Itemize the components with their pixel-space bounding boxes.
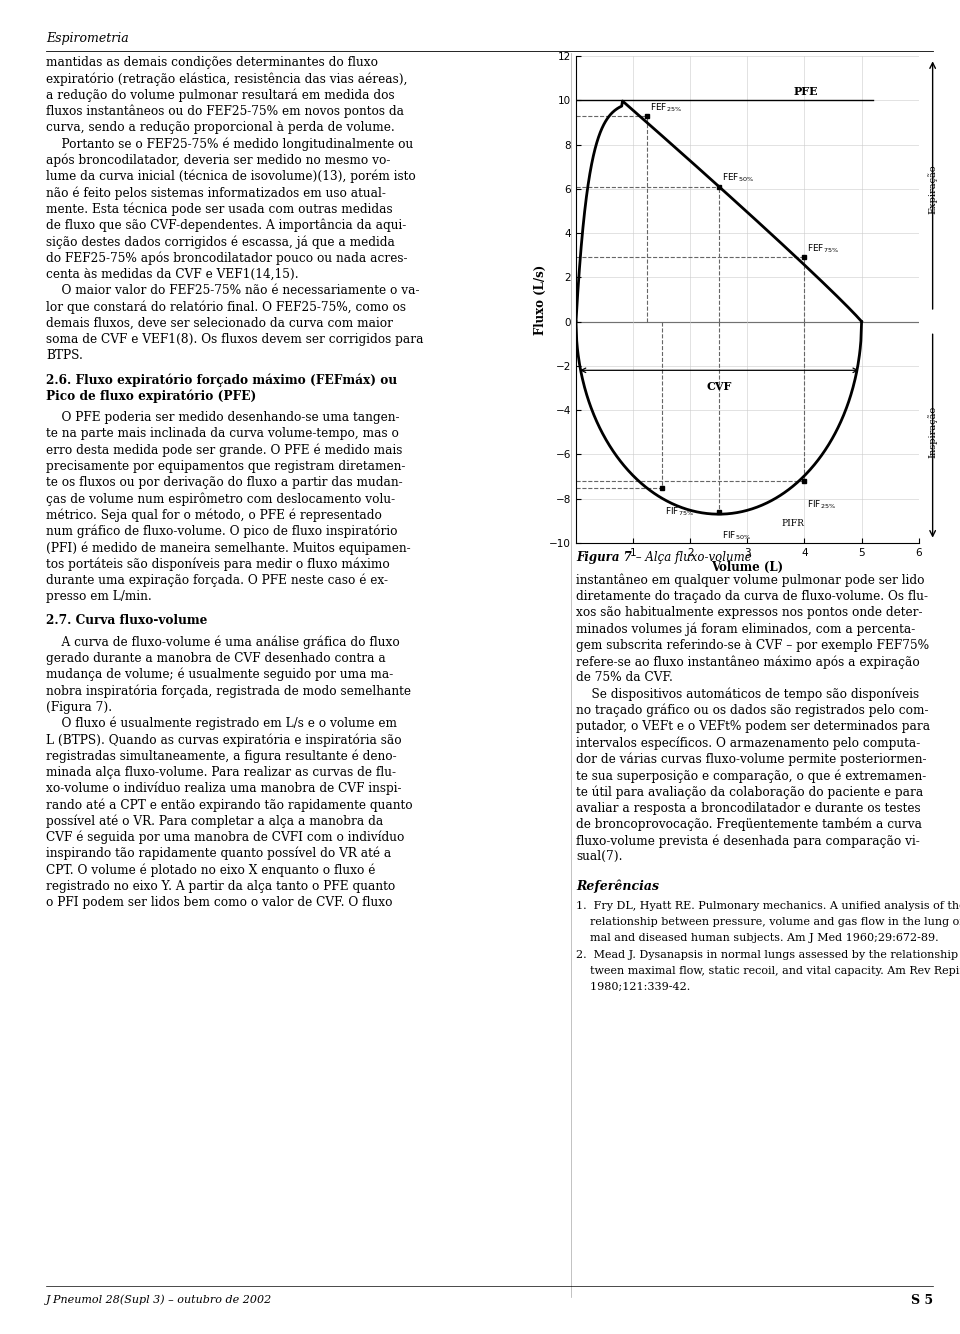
Text: te sua superposição e comparação, o que é extremamen-: te sua superposição e comparação, o que … <box>576 768 926 783</box>
Text: demais fluxos, deve ser selecionado da curva com maior: demais fluxos, deve ser selecionado da c… <box>46 316 393 329</box>
Text: 1.  Fry DL, Hyatt RE. Pulmonary mechanics. A unified analysis of the: 1. Fry DL, Hyatt RE. Pulmonary mechanics… <box>576 900 960 911</box>
Text: registradas simultaneamente, a figura resultante é deno-: registradas simultaneamente, a figura re… <box>46 750 396 763</box>
Text: de broncoprovocação. Freqüentemente também a curva: de broncoprovocação. Freqüentemente tamb… <box>576 818 922 831</box>
Text: $\rm FIF_{75\%}$: $\rm FIF_{75\%}$ <box>664 506 693 518</box>
Text: fluxo-volume prevista é desenhada para comparação vi-: fluxo-volume prevista é desenhada para c… <box>576 834 920 847</box>
Text: 2.7. Curva fluxo-volume: 2.7. Curva fluxo-volume <box>46 614 207 627</box>
Text: 2.  Mead J. Dysanapsis in normal lungs assessed by the relationship be-: 2. Mead J. Dysanapsis in normal lungs as… <box>576 950 960 959</box>
Text: centa às medidas da CVF e VEF1(14,15).: centa às medidas da CVF e VEF1(14,15). <box>46 268 299 280</box>
Text: S 5: S 5 <box>911 1294 933 1307</box>
Text: minados volumes já foram eliminados, com a percenta-: minados volumes já foram eliminados, com… <box>576 623 915 636</box>
Text: num gráfico de fluxo-volume. O pico de fluxo inspiratório: num gráfico de fluxo-volume. O pico de f… <box>46 524 397 538</box>
Text: curva, sendo a redução proporcional à perda de volume.: curva, sendo a redução proporcional à pe… <box>46 121 395 135</box>
Text: gem subscrita referindo-se à CVF – por exemplo FEF75%: gem subscrita referindo-se à CVF – por e… <box>576 639 929 652</box>
Text: $\rm FEF_{25\%}$: $\rm FEF_{25\%}$ <box>650 101 683 113</box>
Text: 2.6. Fluxo expiratório forçado máximo (FEFmáx) ou: 2.6. Fluxo expiratório forçado máximo (F… <box>46 374 397 387</box>
Text: presso em L/min.: presso em L/min. <box>46 590 152 603</box>
Text: $\rm FEF_{75\%}$: $\rm FEF_{75\%}$ <box>807 243 839 255</box>
Text: $\rm FEF_{50\%}$: $\rm FEF_{50\%}$ <box>722 172 754 184</box>
Text: Portanto se o FEF25-75% é medido longitudinalmente ou: Portanto se o FEF25-75% é medido longitu… <box>46 137 414 151</box>
Text: avaliar a resposta a broncodilatador e durante os testes: avaliar a resposta a broncodilatador e d… <box>576 802 921 815</box>
Text: O maior valor do FEF25-75% não é necessariamente o va-: O maior valor do FEF25-75% não é necessa… <box>46 284 420 297</box>
Text: refere-se ao fluxo instantâneo máximo após a expiração: refere-se ao fluxo instantâneo máximo ap… <box>576 655 920 668</box>
Text: lume da curva inicial (técnica de isovolume)(13), porém isto: lume da curva inicial (técnica de isovol… <box>46 169 416 184</box>
Text: 1980;121:339-42.: 1980;121:339-42. <box>576 982 690 992</box>
Text: soma de CVF e VEF1(8). Os fluxos devem ser corrigidos para: soma de CVF e VEF1(8). Os fluxos devem s… <box>46 332 423 346</box>
Text: mal and diseased human subjects. Am J Med 1960;29:672-89.: mal and diseased human subjects. Am J Me… <box>576 934 939 943</box>
Text: $\rm FIF_{25\%}$: $\rm FIF_{25\%}$ <box>807 499 836 511</box>
Text: do FEF25-75% após broncodilatador pouco ou nada acres-: do FEF25-75% após broncodilatador pouco … <box>46 251 408 265</box>
Text: J Pneumol 28(Supl 3) – outubro de 2002: J Pneumol 28(Supl 3) – outubro de 2002 <box>46 1294 273 1305</box>
Text: inspirando tão rapidamente quanto possível do VR até a: inspirando tão rapidamente quanto possív… <box>46 847 392 860</box>
Text: te os fluxos ou por derivação do fluxo a partir das mudan-: te os fluxos ou por derivação do fluxo a… <box>46 476 402 490</box>
Text: mantidas as demais condições determinantes do fluxo: mantidas as demais condições determinant… <box>46 56 378 69</box>
Text: Se dispositivos automáticos de tempo são disponíveis: Se dispositivos automáticos de tempo são… <box>576 687 919 702</box>
Text: – Alça fluxo-volume: – Alça fluxo-volume <box>632 551 752 564</box>
Text: PIFR: PIFR <box>781 519 804 527</box>
Text: minada alça fluxo-volume. Para realizar as curvas de flu-: minada alça fluxo-volume. Para realizar … <box>46 766 396 779</box>
Text: xos são habitualmente expressos nos pontos onde deter-: xos são habitualmente expressos nos pont… <box>576 606 923 619</box>
Text: tween maximal flow, static recoil, and vital capacity. Am Rev Repir Dis: tween maximal flow, static recoil, and v… <box>576 966 960 976</box>
Text: rando até a CPT e então expirando tão rapidamente quanto: rando até a CPT e então expirando tão ra… <box>46 798 413 811</box>
Text: BTPS.: BTPS. <box>46 350 83 362</box>
Text: Referências: Referências <box>576 879 659 894</box>
Text: (PFI) é medido de maneira semelhante. Muitos equipamen-: (PFI) é medido de maneira semelhante. Mu… <box>46 542 411 555</box>
Text: Espirometria: Espirometria <box>46 32 129 45</box>
Text: intervalos específicos. O armazenamento pelo computa-: intervalos específicos. O armazenamento … <box>576 736 921 750</box>
Text: sição destes dados corrigidos é escassa, já que a medida: sição destes dados corrigidos é escassa,… <box>46 235 395 248</box>
Text: métrico. Seja qual for o método, o PFE é representado: métrico. Seja qual for o método, o PFE é… <box>46 508 382 522</box>
X-axis label: Volume (L): Volume (L) <box>711 560 783 574</box>
Text: O fluxo é usualmente registrado em L/s e o volume em: O fluxo é usualmente registrado em L/s e… <box>46 716 397 730</box>
Text: precisamente por equipamentos que registram diretamen-: precisamente por equipamentos que regist… <box>46 460 405 472</box>
Text: gerado durante a manobra de CVF desenhado contra a: gerado durante a manobra de CVF desenhad… <box>46 652 386 664</box>
Text: $\rm FIF_{50\%}$: $\rm FIF_{50\%}$ <box>722 530 751 542</box>
Text: mente. Esta técnica pode ser usada com outras medidas: mente. Esta técnica pode ser usada com o… <box>46 203 393 216</box>
Text: L (BTPS). Quando as curvas expiratória e inspiratória são: L (BTPS). Quando as curvas expiratória e… <box>46 734 401 747</box>
Text: de fluxo que são CVF-dependentes. A importância da aqui-: de fluxo que são CVF-dependentes. A impo… <box>46 219 406 232</box>
Text: ças de volume num espirômetro com deslocamento volu-: ças de volume num espirômetro com desloc… <box>46 492 396 506</box>
Text: lor que constará do relatório final. O FEF25-75%, como os: lor que constará do relatório final. O F… <box>46 300 406 313</box>
Text: te útil para avaliação da colaboração do paciente e para: te útil para avaliação da colaboração do… <box>576 786 924 799</box>
Text: possível até o VR. Para completar a alça a manobra da: possível até o VR. Para completar a alça… <box>46 815 383 828</box>
Text: te na parte mais inclinada da curva volume-tempo, mas o: te na parte mais inclinada da curva volu… <box>46 427 399 440</box>
Text: xo-volume o indivíduo realiza uma manobra de CVF inspi-: xo-volume o indivíduo realiza uma manobr… <box>46 782 401 795</box>
Text: tos portáteis são disponíveis para medir o fluxo máximo: tos portáteis são disponíveis para medir… <box>46 558 390 571</box>
Text: registrado no eixo Y. A partir da alça tanto o PFE quanto: registrado no eixo Y. A partir da alça t… <box>46 879 396 892</box>
Text: CVF: CVF <box>707 382 732 392</box>
Text: de 75% da CVF.: de 75% da CVF. <box>576 671 673 684</box>
Text: após broncodilatador, deveria ser medido no mesmo vo-: após broncodilatador, deveria ser medido… <box>46 153 391 167</box>
Text: o PFI podem ser lidos bem como o valor de CVF. O fluxo: o PFI podem ser lidos bem como o valor d… <box>46 896 393 908</box>
Text: instantâneo em qualquer volume pulmonar pode ser lido: instantâneo em qualquer volume pulmonar … <box>576 574 924 587</box>
Text: A curva de fluxo-volume é uma análise gráfica do fluxo: A curva de fluxo-volume é uma análise gr… <box>46 635 399 648</box>
Text: Figura 7: Figura 7 <box>576 551 632 564</box>
Text: no traçado gráfico ou os dados são registrados pelo com-: no traçado gráfico ou os dados são regis… <box>576 704 928 718</box>
Text: diretamente do traçado da curva de fluxo-volume. Os flu-: diretamente do traçado da curva de fluxo… <box>576 590 928 603</box>
Text: sual(7).: sual(7). <box>576 850 622 863</box>
Text: mudança de volume; é usualmente seguido por uma ma-: mudança de volume; é usualmente seguido … <box>46 668 394 682</box>
Text: Pico de fluxo expiratório (PFE): Pico de fluxo expiratório (PFE) <box>46 390 256 403</box>
Text: expiratório (retração elástica, resistência das vias aéreas),: expiratório (retração elástica, resistên… <box>46 72 408 85</box>
Text: Expiração: Expiração <box>927 164 938 213</box>
Text: CVF é seguida por uma manobra de CVFI com o indivíduo: CVF é seguida por uma manobra de CVFI co… <box>46 831 404 844</box>
Text: não é feito pelos sistemas informatizados em uso atual-: não é feito pelos sistemas informatizado… <box>46 187 386 200</box>
Text: fluxos instantâneos ou do FEF25-75% em novos pontos da: fluxos instantâneos ou do FEF25-75% em n… <box>46 105 404 119</box>
Text: nobra inspiratória forçada, registrada de modo semelhante: nobra inspiratória forçada, registrada d… <box>46 684 411 698</box>
Text: CPT. O volume é plotado no eixo X enquanto o fluxo é: CPT. O volume é plotado no eixo X enquan… <box>46 863 375 876</box>
Text: PFE: PFE <box>793 85 818 97</box>
Text: Inspiração: Inspiração <box>927 406 938 459</box>
Text: dor de várias curvas fluxo-volume permite posteriormen-: dor de várias curvas fluxo-volume permit… <box>576 752 926 766</box>
Text: a redução do volume pulmonar resultará em medida dos: a redução do volume pulmonar resultará e… <box>46 88 395 103</box>
Y-axis label: Fluxo (L/s): Fluxo (L/s) <box>534 264 546 335</box>
Text: O PFE poderia ser medido desenhando-se uma tangen-: O PFE poderia ser medido desenhando-se u… <box>46 411 399 424</box>
Text: relationship between pressure, volume and gas flow in the lung of nor-: relationship between pressure, volume an… <box>576 916 960 927</box>
Text: putador, o VEFt e o VEFt% podem ser determinados para: putador, o VEFt e o VEFt% podem ser dete… <box>576 720 930 734</box>
Text: erro desta medida pode ser grande. O PFE é medido mais: erro desta medida pode ser grande. O PFE… <box>46 443 402 456</box>
Text: (Figura 7).: (Figura 7). <box>46 700 112 714</box>
Text: durante uma expiração forçada. O PFE neste caso é ex-: durante uma expiração forçada. O PFE nes… <box>46 574 388 587</box>
